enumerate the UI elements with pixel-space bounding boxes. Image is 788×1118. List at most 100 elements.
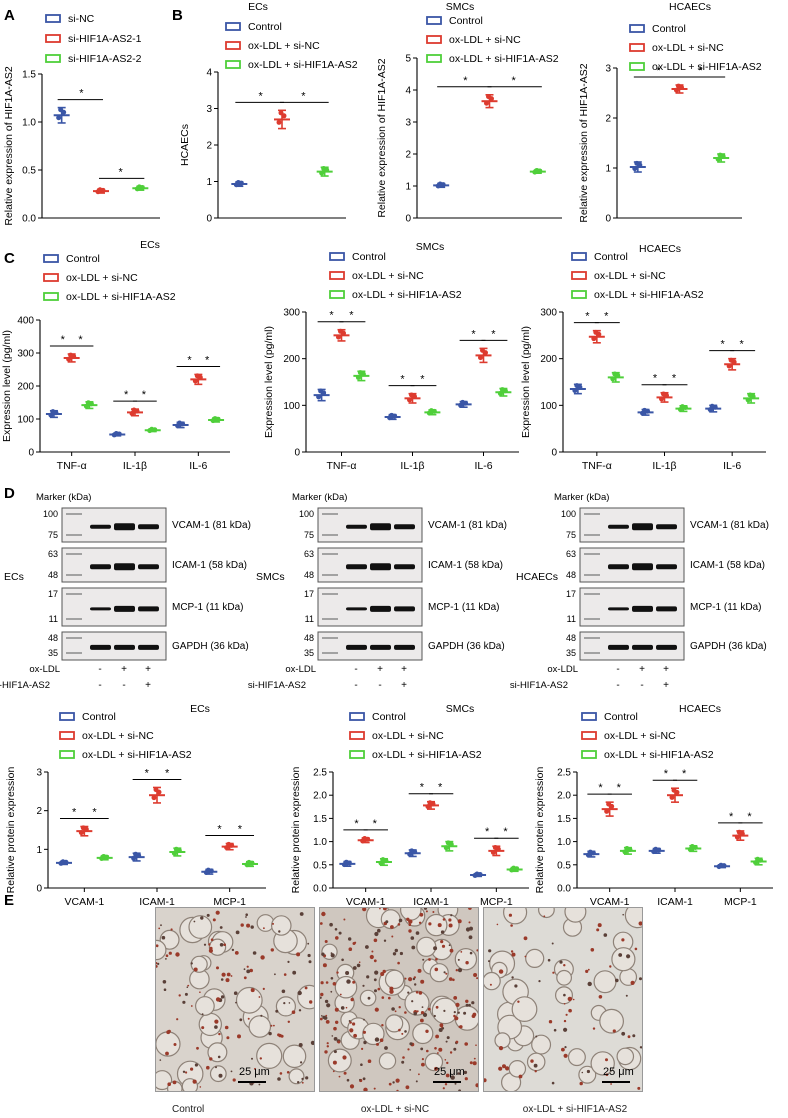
marker-label: Marker (kDa) — [554, 492, 609, 503]
legend-label-2: ox-LDL + si-HIF1A-AS2 — [449, 53, 559, 65]
x-tick-label-C2: IL-1β — [400, 460, 424, 472]
sig-star-D2: * — [438, 782, 443, 794]
data-point-D3 — [653, 846, 659, 852]
y-tick-label-D1: 3 — [36, 768, 42, 779]
y-axis-label-B2: Relative expression of HIF1A-AS2 — [376, 58, 388, 217]
data-point-D1 — [133, 851, 139, 857]
treatment-sign: + — [145, 664, 151, 675]
chart-title-B2: SMCs — [446, 1, 475, 13]
y-tick-label-C1: 400 — [17, 316, 34, 327]
y-tick-label-D3: 2.5 — [557, 768, 571, 779]
y-tick-label-D2: 2.5 — [313, 768, 327, 779]
protein-band — [346, 644, 367, 650]
data-point-D2 — [490, 849, 496, 855]
marker-value: 35 — [48, 648, 58, 658]
treatment-sign: + — [663, 664, 669, 675]
treatment-sign: - — [354, 680, 357, 691]
scale-label-1: 25 μm — [434, 1066, 465, 1078]
data-point-D1 — [80, 825, 86, 831]
data-point-B2 — [486, 94, 491, 100]
legend-swatch-0 — [571, 252, 587, 261]
sig-star-C1: * — [124, 389, 129, 401]
data-point-B1 — [321, 165, 327, 171]
data-point-C1 — [68, 352, 74, 358]
data-point-D3 — [734, 834, 740, 840]
micro-caption-oxldl-sihif: ox-LDL + si-HIF1A-AS2 — [522, 1104, 628, 1115]
y-tick-label-C1: 200 — [17, 382, 34, 393]
y-axis-label-C2: Expression level (pg/ml) — [263, 326, 275, 438]
data-point-D2 — [380, 857, 386, 863]
treatment-sign: + — [401, 680, 407, 691]
data-point-B3 — [715, 156, 721, 162]
y-tick-label-C3: 100 — [540, 401, 557, 412]
data-point-D2 — [427, 800, 433, 806]
data-point-D2 — [343, 859, 349, 865]
marker-value: 11 — [567, 614, 576, 624]
legend-label-0: Control — [604, 711, 638, 723]
data-point-D2 — [362, 836, 368, 842]
legend-label-1: ox-LDL + si-NC — [248, 40, 320, 52]
y-tick-label-C2: 200 — [283, 354, 300, 365]
marker-value: 11 — [49, 614, 58, 624]
y-tick-label-C3: 0 — [551, 448, 557, 459]
y-axis-label-B3: Relative expression of HIF1A-AS2 — [578, 63, 590, 222]
x-tick-label-C2: TNF-α — [327, 460, 357, 472]
sig-star-D3: * — [664, 768, 669, 780]
data-point-C1 — [194, 373, 200, 379]
y-tick-label-B2: 2 — [405, 150, 411, 161]
band-label: MCP-1 (11 kDa) — [690, 602, 762, 613]
sig-star-D3: * — [747, 811, 752, 823]
treatment-sign: - — [98, 680, 101, 691]
x-tick-label-D3: VCAM-1 — [590, 896, 630, 908]
y-tick-label-C1: 100 — [17, 415, 34, 426]
data-point-D2 — [409, 848, 415, 854]
y-tick-label-D2: 1.5 — [313, 814, 327, 825]
legend-label-1: ox-LDL + si-NC — [352, 270, 424, 282]
data-point-C1 — [149, 426, 155, 432]
x-tick-label-D3: ICAM-1 — [657, 896, 693, 908]
data-point-C3 — [591, 336, 597, 342]
legend-swatch-1 — [45, 34, 61, 43]
sig-star-B3: * — [698, 65, 703, 77]
sig-star-C1: * — [205, 354, 210, 366]
legend-swatch-1 — [43, 273, 59, 282]
legend-swatch-0 — [59, 712, 75, 721]
y-tick-label-B2: 0 — [405, 214, 411, 225]
sig-star-D1: * — [217, 824, 222, 836]
legend-label-2: ox-LDL + si-HIF1A-AS2 — [352, 289, 462, 301]
x-tick-label-C2: IL-6 — [474, 460, 492, 472]
x-tick-label-C1: IL-1β — [123, 460, 147, 472]
legend-swatch-1 — [581, 731, 597, 740]
treatment-sign: + — [145, 680, 151, 691]
y-tick-label-C3: 200 — [540, 354, 557, 365]
legend-label-2: ox-LDL + si-HIF1A-AS2 — [604, 749, 714, 761]
treatment-sign: + — [121, 664, 127, 675]
y-tick-label-D3: 0.0 — [557, 884, 571, 895]
sig-star-C1: * — [142, 389, 147, 401]
protein-band — [608, 524, 629, 529]
legend-label-0: Control — [652, 23, 686, 35]
y-tick-label-D2: 0.5 — [313, 860, 327, 871]
y-axis-label-B1: HCAECs — [179, 124, 191, 166]
data-point-C2 — [336, 334, 341, 340]
x-tick-label-D1: MCP-1 — [213, 896, 246, 908]
protein-band — [632, 523, 653, 531]
treatment-label: si-HIF1A-AS2 — [0, 680, 50, 691]
legend-label-0: si-NC — [68, 13, 95, 25]
x-tick-label-D1: VCAM-1 — [64, 896, 104, 908]
sig-star-C2: * — [491, 328, 496, 340]
legend-swatch-2 — [43, 292, 59, 301]
panel-label-b: B — [172, 7, 183, 24]
sig-star-B3: * — [657, 65, 662, 77]
data-point-C1 — [85, 400, 91, 406]
sig-star-C3: * — [604, 311, 609, 323]
protein-band — [632, 644, 653, 650]
data-point-C3 — [642, 407, 648, 413]
marker-value: 17 — [48, 589, 58, 599]
band-label: VCAM-1 (81 kDa) — [690, 520, 769, 531]
protein-band — [656, 524, 677, 530]
y-tick-label-C1: 300 — [17, 349, 34, 360]
data-point-C1 — [192, 378, 198, 384]
sig-star-C3: * — [672, 373, 677, 385]
marker-value: 75 — [566, 530, 576, 540]
